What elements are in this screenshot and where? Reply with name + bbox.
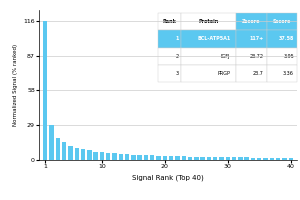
Bar	[75, 148, 79, 160]
Bar	[282, 158, 286, 160]
Bar	[194, 157, 199, 160]
Bar	[56, 138, 60, 160]
Bar	[257, 158, 261, 160]
Bar	[200, 157, 205, 160]
Y-axis label: Normalized Signal (% ranked): Normalized Signal (% ranked)	[13, 44, 18, 126]
Bar	[263, 158, 268, 160]
Bar	[207, 157, 211, 160]
Bar	[251, 158, 255, 160]
Bar	[106, 153, 110, 160]
Bar	[270, 158, 274, 160]
Bar	[163, 156, 167, 160]
X-axis label: Signal Rank (Top 40): Signal Rank (Top 40)	[132, 175, 204, 181]
Bar	[125, 154, 129, 160]
Bar	[112, 153, 117, 160]
Bar	[50, 125, 54, 160]
Bar	[276, 158, 280, 160]
Bar	[87, 150, 92, 160]
Bar	[144, 155, 148, 160]
Bar	[289, 158, 293, 160]
Bar	[68, 146, 73, 160]
Bar	[238, 157, 243, 160]
Bar	[188, 157, 192, 160]
Bar	[232, 157, 236, 160]
Bar	[100, 152, 104, 160]
Bar	[118, 154, 123, 160]
Bar	[182, 156, 186, 160]
Bar	[244, 157, 249, 160]
Bar	[81, 149, 85, 160]
Bar	[137, 155, 142, 160]
Bar	[219, 157, 224, 160]
Bar	[175, 156, 180, 160]
Bar	[93, 152, 98, 160]
Bar	[213, 157, 218, 160]
Bar	[169, 156, 173, 160]
Bar	[156, 156, 161, 160]
Bar	[43, 21, 47, 160]
Bar	[62, 142, 66, 160]
Bar	[226, 157, 230, 160]
Bar	[150, 155, 154, 160]
Bar	[131, 155, 136, 160]
